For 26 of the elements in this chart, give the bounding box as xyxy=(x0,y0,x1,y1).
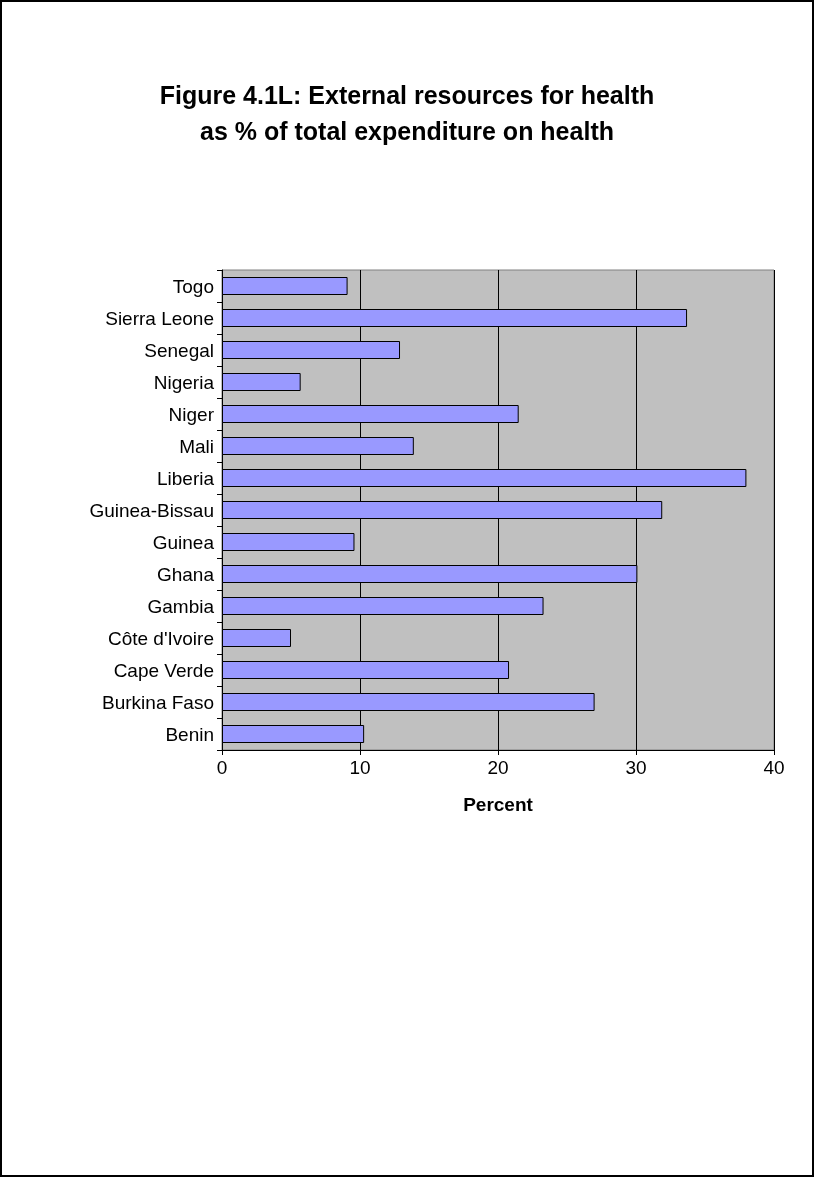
y-tick-label: Benin xyxy=(165,723,214,745)
x-axis-title: Percent xyxy=(463,794,534,815)
y-tick-label: Gambia xyxy=(147,595,215,617)
y-tick-label: Sierra Leone xyxy=(105,307,214,329)
x-tick-label: 20 xyxy=(487,757,509,778)
bar xyxy=(222,373,301,391)
y-tick-label: Ghana xyxy=(156,563,215,585)
y-tick-label: Burkina Faso xyxy=(102,691,214,713)
y-tick-label: Mali xyxy=(179,435,214,457)
y-tick-label: Togo xyxy=(172,275,214,297)
y-tick-label: Guinea-Bissau xyxy=(89,499,214,521)
x-tick-label: 0 xyxy=(216,757,228,778)
chart-title: Figure 4.1L: External resources for health as % of total expenditure on health xyxy=(159,81,655,145)
y-tick-label: Cape Verde xyxy=(113,659,214,681)
y-tick-label: Liberia xyxy=(156,467,215,489)
bar xyxy=(222,533,355,551)
bar xyxy=(222,277,348,295)
x-tick-label: 30 xyxy=(625,757,647,778)
bar xyxy=(222,629,291,647)
y-tick-label: Guinea xyxy=(152,531,215,553)
y-tick-label: Côte d'Ivoire xyxy=(107,627,214,649)
y-tick-label: Nigeria xyxy=(153,371,215,393)
y-tick-label: Niger xyxy=(168,403,215,425)
x-tick-label: 40 xyxy=(763,757,785,778)
x-tick-label: 10 xyxy=(349,757,371,778)
y-tick-label: Senegal xyxy=(144,339,214,361)
